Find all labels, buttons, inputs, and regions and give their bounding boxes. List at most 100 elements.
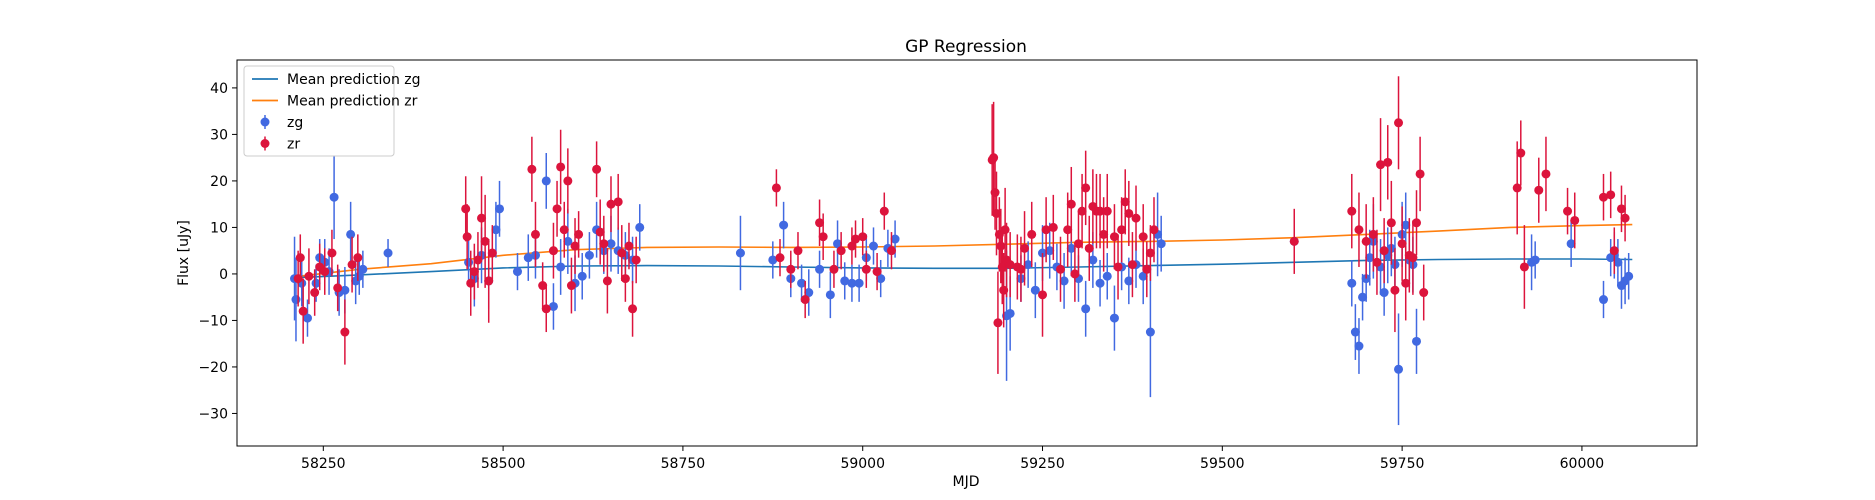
zr-data-point [293,274,303,284]
zr-data-point [466,278,476,288]
zr-data-point [1038,290,1048,300]
x-tick-label: 60000 [1560,456,1605,472]
legend-marker-swatch [260,139,270,148]
zg-data-point [606,239,616,249]
zr-data-point [1408,253,1418,263]
zg-data-point [1066,243,1076,253]
y-tick-label: 10 [210,220,228,236]
zg-data-point [1350,327,1360,337]
zr-data-point [1095,206,1105,216]
zr-data-point [1102,206,1112,216]
zg-data-point [840,276,850,286]
zr-data-point [527,164,537,174]
zr-data-point [1512,183,1522,193]
zr-data-point [617,248,627,258]
zg-data-point [1059,276,1069,286]
zr-data-point [996,241,1006,251]
x-axis-label: MJD [953,474,980,490]
zg-data-point [512,267,522,277]
zr-data-point [477,213,487,223]
zr-data-point [1005,260,1015,270]
zg-data-point [1145,327,1155,337]
zg-data-point [1023,260,1033,270]
zg-data-point [302,313,312,323]
zr-data-point [1077,206,1087,216]
zr-data-point [320,267,330,277]
zg-data-point [869,241,879,251]
zr-data-point [530,229,540,239]
zr-data-point [775,253,785,263]
zg-data-point [1138,271,1148,281]
zg-data-point [1081,304,1091,314]
zg-data-point [735,248,745,258]
zr-data-point [606,199,616,209]
zr-data-point [1620,213,1630,223]
zg-data-point [1354,341,1364,351]
zr-data-point [1020,243,1030,253]
zr-data-point [989,153,999,163]
zg-data-point [584,250,594,260]
zr-data-point [295,253,305,263]
y-tick-label: −30 [198,406,228,422]
zr-data-point [563,176,573,186]
zr-data-point [861,264,871,274]
series-zr [293,76,1630,374]
zg-data-point [1109,313,1119,323]
zr-data-point [793,246,803,256]
zr-data-point [1570,215,1580,225]
zg-data-point [1005,308,1015,318]
zr-data-point [1390,285,1400,295]
zg-data-point [346,229,356,239]
zg-data-point [495,204,505,214]
zr-data-point [595,227,605,237]
zr-data-point [1354,225,1364,235]
zr-data-point [1419,288,1429,298]
zr-data-point [1113,262,1123,272]
zr-data-point [548,246,558,256]
zr-data-point [631,255,641,265]
zr-data-point [1145,248,1155,258]
zr-data-point [1117,225,1127,235]
zr-data-point [552,204,562,214]
zr-data-point [1138,232,1148,242]
zg-data-point [1530,255,1540,265]
zg-data-point [311,278,321,288]
zr-data-point [829,264,839,274]
zg-data-point [340,285,350,295]
zg-data-point [635,222,645,232]
zr-data-point [473,255,483,265]
zr-data-point [620,274,630,284]
zg-data-point [563,236,573,246]
zg-data-point [1599,295,1609,305]
zg-data-point [797,278,807,288]
zg-data-point [1394,364,1404,374]
zg-data-point [815,264,825,274]
zr-data-point [872,267,882,277]
zg-data-point [1412,336,1422,346]
zr-data-point [1127,260,1137,270]
y-axis-label: Flux [uJy] [176,220,192,286]
zr-data-point [333,283,343,293]
zr-data-point [1606,190,1616,200]
zr-data-point [327,248,337,258]
zg-data-point [1613,257,1623,267]
zr-data-point [879,206,889,216]
zg-data-point [1102,271,1112,281]
plot-area [290,76,1634,426]
zg-data-point [464,257,474,267]
zg-data-point [1401,220,1411,230]
zr-data-point [1124,208,1134,218]
zr-data-point [1368,229,1378,239]
zr-data-point [1609,246,1619,256]
zr-data-point [786,264,796,274]
zr-data-point [1000,225,1010,235]
zr-data-point [1599,192,1609,202]
x-tick-label: 59750 [1380,456,1425,472]
zr-data-point [1347,206,1357,216]
zr-data-point [1372,257,1382,267]
zr-data-point [990,188,1000,198]
zr-data-point [1081,183,1091,193]
y-tick-label: 20 [210,174,228,190]
zg-data-point [847,278,857,288]
zg-data-point [1156,239,1166,249]
